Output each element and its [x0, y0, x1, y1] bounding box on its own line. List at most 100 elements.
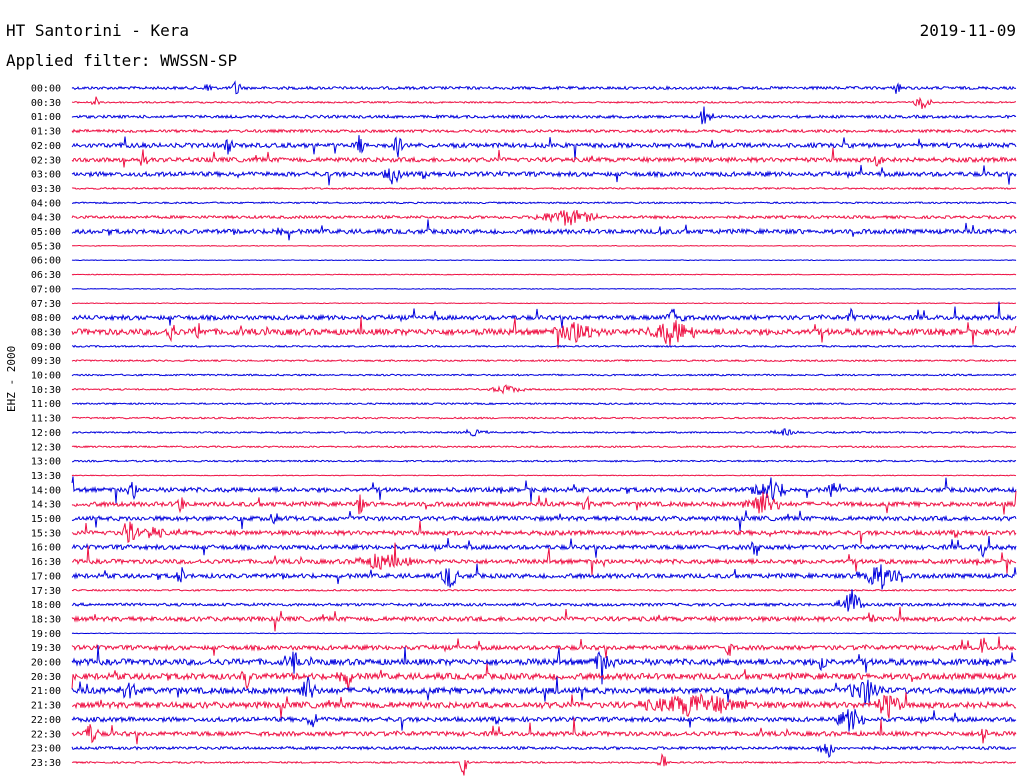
trace-row-1400 [71, 476, 1017, 504]
time-label: 02:00 [31, 141, 61, 152]
time-label: 06:00 [31, 256, 61, 267]
time-label: 16:00 [31, 543, 61, 554]
trace-row-1300 [72, 459, 1017, 463]
time-label: 14:30 [31, 500, 61, 511]
trace-row-0300 [71, 164, 1017, 186]
time-label: 07:30 [31, 299, 61, 310]
time-label: 19:30 [31, 643, 61, 654]
trace-row-0930 [71, 359, 1017, 363]
trace-row-2300 [71, 743, 1017, 758]
trace-row-0900 [71, 344, 1017, 348]
time-label: 15:00 [31, 514, 61, 525]
station-title: HT Santorini - Kera [6, 21, 190, 40]
time-label: 04:00 [31, 198, 61, 209]
trace-row-1200 [71, 428, 1017, 437]
time-label: 09:00 [31, 342, 61, 353]
trace-row-0000 [71, 80, 1017, 95]
trace-row-2100 [71, 676, 1017, 706]
time-label: 04:30 [31, 213, 61, 224]
trace-row-0830 [71, 316, 1017, 349]
trace-row-1730 [71, 588, 1017, 592]
time-label: 01:00 [31, 112, 61, 123]
trace-row-0730 [71, 302, 1017, 305]
time-label: 05:00 [31, 227, 61, 238]
time-label: 03:30 [31, 184, 61, 195]
time-label: 08:00 [31, 313, 61, 324]
time-label: 13:30 [31, 471, 61, 482]
trace-row-1030 [71, 384, 1017, 395]
trace-row-1700 [71, 563, 1017, 590]
time-label: 16:30 [31, 557, 61, 568]
time-label: 11:00 [31, 399, 61, 410]
time-label: 05:30 [31, 241, 61, 252]
trace-row-1100 [71, 402, 1017, 406]
time-label: 06:30 [31, 270, 61, 281]
time-label: 18:00 [31, 600, 61, 611]
time-label: 01:30 [31, 127, 61, 138]
time-label: 19:00 [31, 629, 61, 640]
time-label: 02:30 [31, 155, 61, 166]
trace-row-0800 [71, 301, 1017, 329]
time-label: 14:00 [31, 485, 61, 496]
trace-row-0600 [71, 259, 1017, 262]
trace-row-0330 [71, 186, 1016, 191]
time-label: 23:00 [31, 744, 61, 755]
time-label: 13:00 [31, 457, 61, 468]
time-label: 00:00 [31, 84, 61, 95]
trace-row-0230 [71, 147, 1017, 168]
trace-row-0130 [71, 128, 1017, 134]
time-label: 12:00 [31, 428, 61, 439]
seismic-traces [71, 80, 1017, 776]
trace-row-1600 [71, 536, 1017, 558]
trace-row-1430 [71, 490, 1017, 515]
time-label: 10:30 [31, 385, 61, 396]
trace-row-0400 [71, 201, 1017, 205]
trace-row-1500 [71, 510, 1017, 531]
trace-row-2330 [71, 752, 1016, 776]
trace-row-0630 [71, 273, 1017, 276]
trace-row-1230 [71, 445, 1017, 449]
time-label: 10:00 [31, 371, 61, 382]
trace-row-1000 [71, 373, 1017, 377]
time-label: 18:30 [31, 614, 61, 625]
time-label: 21:30 [31, 701, 61, 712]
time-label: 09:30 [31, 356, 61, 367]
trace-row-1130 [71, 416, 1017, 420]
trace-row-1800 [71, 589, 1017, 612]
time-label: 20:00 [31, 658, 61, 669]
time-label: 03:00 [31, 170, 61, 181]
time-labels: 00:00 00:30 01:00 01:30 02:00 02:30 03:00 03:30… [31, 84, 61, 769]
trace-row-1830 [71, 606, 1017, 632]
record-date: 2019-11-09 [919, 21, 1016, 40]
trace-row-1630 [72, 542, 1017, 576]
trace-row-1330 [71, 474, 1017, 477]
time-label: 17:30 [31, 586, 61, 597]
time-label: 08:30 [31, 327, 61, 338]
trace-row-0700 [71, 288, 1017, 290]
trace-row-0530 [72, 244, 1017, 247]
trace-row-2130 [71, 692, 1017, 719]
trace-row-1530 [71, 520, 1017, 545]
time-label: 22:00 [31, 715, 61, 726]
time-label: 17:00 [31, 571, 61, 582]
trace-row-2030 [71, 663, 1017, 691]
time-label: 12:30 [31, 442, 61, 453]
time-label: 21:00 [31, 686, 61, 697]
trace-row-2230 [71, 717, 1017, 745]
trace-row-0200 [71, 135, 1017, 161]
trace-row-1930 [71, 636, 1017, 659]
trace-row-2200 [71, 709, 1017, 732]
time-label: 23:30 [31, 758, 61, 769]
trace-row-0100 [71, 106, 1017, 125]
time-label: 20:30 [31, 672, 61, 683]
time-label: 00:30 [31, 98, 61, 109]
channel-label: EHZ - 2000 [5, 345, 18, 412]
trace-row-2000 [71, 645, 1017, 685]
time-label: 07:00 [31, 284, 61, 295]
trace-row-0430 [71, 209, 1017, 226]
trace-row-1900 [71, 632, 1017, 635]
time-label: 15:30 [31, 528, 61, 539]
trace-row-0030 [71, 96, 1016, 109]
trace-row-0500 [71, 219, 1017, 241]
